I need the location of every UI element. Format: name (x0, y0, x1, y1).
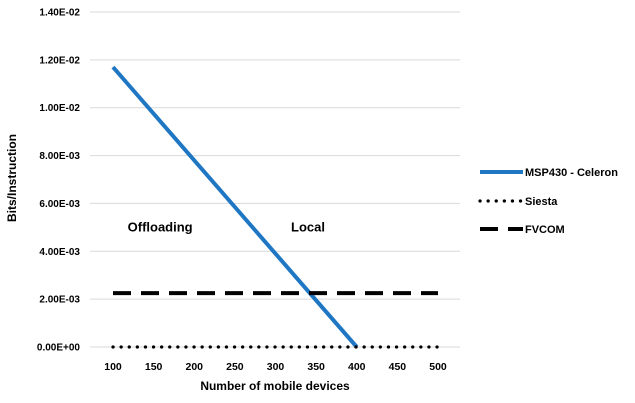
legend-label: FVCOM (525, 224, 565, 236)
x-tick-label: 400 (348, 361, 366, 373)
x-tick-label: 500 (429, 361, 447, 373)
annotations: Offloading Local (128, 219, 325, 234)
x-axis-label: Number of mobile devices (200, 379, 350, 393)
y-axis-label: Bits/Instruction (5, 134, 19, 222)
y-axis-ticks: 0.00E+00 2.00E-03 4.00E-03 6.00E-03 8.00E-03… (37, 8, 81, 354)
x-axis-ticks: 100 150 200 250 300 350 400 450 500 (104, 361, 447, 373)
y-tick-label: 6.00E-03 (39, 199, 80, 210)
y-tick-label: 8.00E-03 (39, 151, 80, 162)
x-tick-label: 100 (104, 361, 122, 373)
y-tick-label: 4.00E-03 (39, 247, 80, 258)
legend: MSP430 - Celeron Siesta FVCOM (478, 167, 618, 236)
x-tick-label: 250 (226, 361, 244, 373)
gridlines (90, 11, 460, 348)
x-tick-label: 150 (145, 361, 163, 373)
legend-label: MSP430 - Celeron (525, 167, 618, 179)
series-lines (111, 65, 440, 349)
y-tick-label: 1.40E-02 (39, 8, 80, 19)
y-tick-label: 2.00E-03 (39, 295, 80, 306)
x-tick-label: 450 (389, 361, 407, 373)
y-tick-label: 1.00E-02 (39, 103, 80, 114)
y-tick-label: 1.20E-02 (39, 55, 80, 66)
y-tick-label: 0.00E+00 (37, 343, 81, 354)
annotation-label: Offloading (128, 219, 193, 234)
legend-label: Siesta (525, 196, 558, 208)
x-tick-label: 300 (267, 361, 285, 373)
annotation-label: Local (291, 219, 325, 234)
x-tick-label: 200 (185, 361, 203, 373)
x-tick-label: 350 (307, 361, 325, 373)
series-line-msp430-celeron (111, 65, 359, 349)
